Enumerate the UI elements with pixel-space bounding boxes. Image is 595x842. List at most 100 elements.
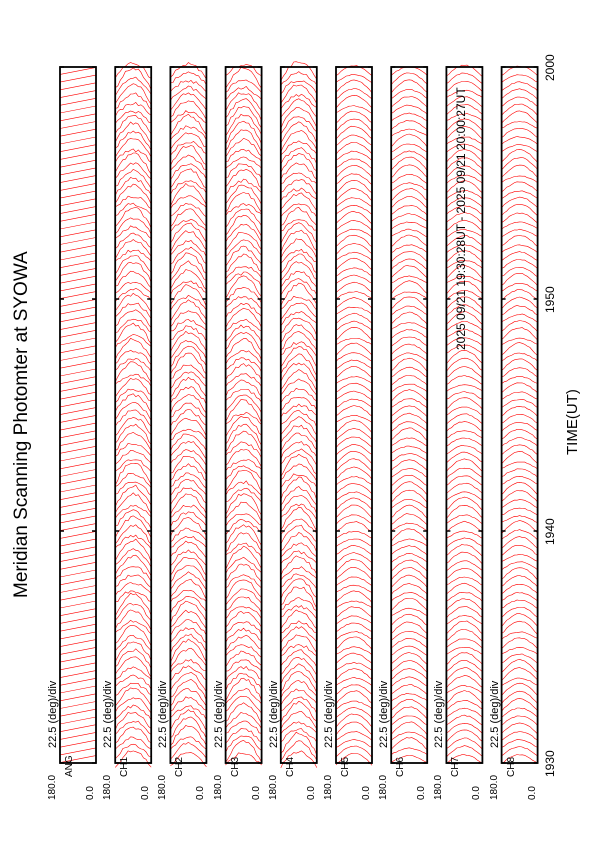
scan-line [446,311,483,325]
scan-line [225,501,262,523]
scan-line [170,472,207,489]
scan-line [501,698,538,712]
scan-line [170,71,207,86]
scan-line [501,367,538,378]
scan-line [280,107,318,129]
scan-line [115,574,152,588]
scan-line [501,221,538,230]
panel-channel-label: CH7 [450,756,462,777]
scan-line [446,568,483,580]
scan-line [446,560,483,572]
panel-ytop-label: 180.0 [488,774,500,800]
panel-frame [279,66,318,764]
scan-line [391,275,428,284]
scan-line [335,606,373,618]
panel-scale-label: 22.5 (deg)/div [433,680,446,748]
scan-line [335,690,373,705]
scan-line [59,306,97,315]
scan-line [391,213,428,222]
scan-line [335,451,373,465]
scan-line [335,622,373,633]
scan-line [446,606,483,619]
scan-line [59,693,97,702]
scan-line [335,312,373,324]
scan-line [446,235,483,247]
scan-line [170,168,207,189]
scan-line [280,187,317,202]
scan-line [59,739,97,748]
scan-line [391,221,428,230]
scan-line [446,89,483,98]
scan-line [170,163,207,181]
scan-line [280,270,318,288]
scan-line [114,302,152,319]
scan-line [280,396,318,412]
scan-line [446,684,483,694]
scan-line [114,484,152,507]
scan-line [501,327,538,341]
scan-line [501,646,538,655]
scan-line [114,207,152,229]
scan-line [225,245,262,267]
scan-line [280,586,318,609]
scan-line [446,136,483,145]
scan-line [501,251,538,262]
scan-line [280,222,318,244]
scan-line [59,353,97,361]
scan-line [391,366,428,378]
scan-line [335,306,373,315]
scan-line [501,259,538,269]
scan-line [225,239,262,257]
scan-line [280,463,318,482]
scan-line [280,550,318,565]
scan-line [225,203,262,217]
scan-line [280,93,317,110]
scan-line [114,239,152,259]
scan-line [114,183,152,205]
scan-line [446,437,483,447]
scan-line [280,432,318,452]
scan-line [446,647,483,655]
scan-line [170,230,207,253]
scan-line [59,175,97,183]
scan-line [225,588,262,606]
scan-line [170,352,207,375]
scan-line [391,692,428,702]
panel-scale-label: 22.5 (deg)/div [212,680,225,748]
scan-line [446,699,483,711]
scan-line [446,582,483,595]
scan-line [501,181,538,193]
scan-line [446,467,483,479]
scan-line [170,600,207,624]
scan-line [114,462,152,486]
panel-channel-label: CH6 [395,756,407,777]
scan-line [59,291,97,299]
scan-line [390,721,428,736]
scan-line [446,157,483,170]
panel-ch4 [279,61,318,769]
scan-line [446,530,483,539]
panel-ytop-label: 180.0 [47,774,58,800]
scan-line [280,680,318,699]
scan-line [335,615,373,625]
scan-line [170,386,207,406]
scan-line [501,567,538,581]
scan-line [280,453,317,477]
scan-line [225,524,262,546]
scan-line [446,96,483,108]
panel-ybottom-label: 0.0 [416,786,428,800]
scan-line [335,636,373,650]
scan-line [280,172,318,185]
scan-line [390,311,428,325]
scan-line [225,634,262,651]
scan-line [501,337,538,346]
scan-line [280,476,318,501]
scan-line [391,143,428,153]
scan-line [114,378,152,398]
scan-line [170,638,207,663]
scan-line [446,349,483,364]
scan-line [170,202,207,218]
scan-line [390,156,428,171]
scan-line [170,578,207,600]
scan-line [446,413,483,425]
